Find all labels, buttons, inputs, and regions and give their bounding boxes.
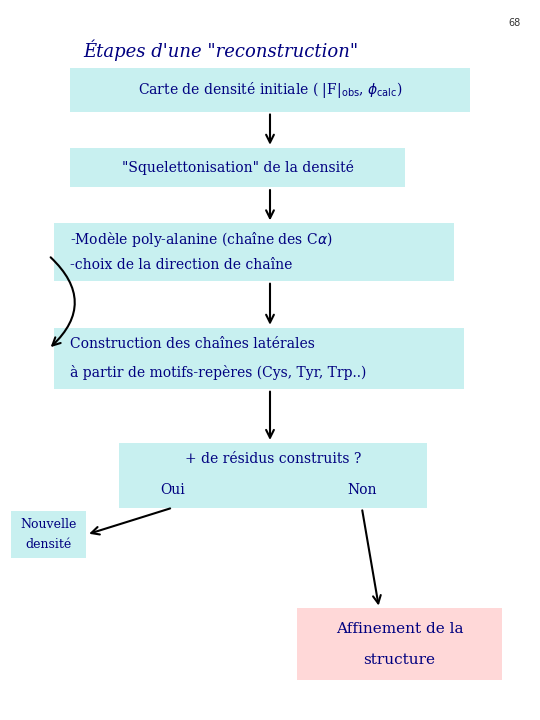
FancyBboxPatch shape [11, 511, 86, 558]
Text: -choix de la direction de chaîne: -choix de la direction de chaîne [70, 258, 293, 272]
Text: "Squelettonisation" de la densité: "Squelettonisation" de la densité [122, 160, 354, 175]
FancyBboxPatch shape [70, 148, 405, 187]
Text: Carte de densité initiale ( |F|$_\mathrm{obs}$, $\phi_\mathrm{calc}$): Carte de densité initiale ( |F|$_\mathrm… [138, 80, 402, 100]
Text: + de résidus construits ?: + de résidus construits ? [185, 452, 361, 467]
Text: 68: 68 [509, 18, 521, 28]
Text: Nouvelle: Nouvelle [21, 518, 77, 531]
FancyBboxPatch shape [54, 223, 454, 281]
FancyBboxPatch shape [297, 608, 502, 680]
Text: -Modèle poly-alanine (chaîne des C$\alpha$): -Modèle poly-alanine (chaîne des C$\alph… [70, 230, 333, 248]
Text: Oui: Oui [160, 482, 185, 497]
Text: Affinement de la: Affinement de la [336, 621, 463, 636]
Text: structure: structure [363, 653, 436, 667]
Text: Étapes d'une "reconstruction": Étapes d'une "reconstruction" [84, 40, 359, 61]
Text: à partir de motifs-repères (Cys, Tyr, Trp..): à partir de motifs-repères (Cys, Tyr, Tr… [70, 365, 367, 380]
Text: Construction des chaînes latérales: Construction des chaînes latérales [70, 337, 315, 351]
FancyBboxPatch shape [70, 68, 470, 112]
Text: densité: densité [25, 538, 72, 552]
FancyBboxPatch shape [54, 328, 464, 389]
Text: Non: Non [347, 482, 376, 497]
FancyBboxPatch shape [119, 443, 427, 508]
